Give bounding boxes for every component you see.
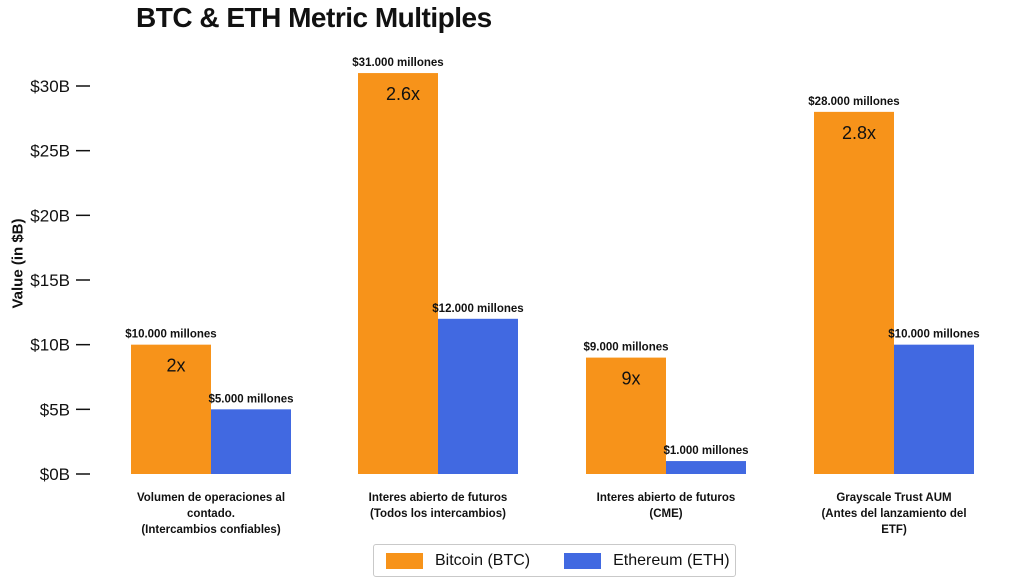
data-label-btc: $31.000 millones [352,57,443,69]
data-label-eth: $12.000 millones [432,303,523,315]
multiple-label: 2.8x [842,123,876,143]
x-category-label-line: (CME) [649,508,683,520]
legend-item-btc: Bitcoin (BTC) [386,552,530,570]
x-category-label-line: Interes abierto de futuros [596,492,736,504]
x-category-label-line: Volumen de operaciones al [136,492,286,504]
data-label-eth: $1.000 millones [663,445,748,457]
x-category-label-line: Grayscale Trust AUM [836,492,952,504]
x-category-label: Volumen de operaciones al contado. (Interc… [111,490,311,538]
data-label-eth: $5.000 millones [208,393,293,405]
x-category-label-line: (Intercambios confiables) [141,524,281,536]
x-category-label: Interes abierto de futuros (Todos los int… [338,490,538,522]
y-tick-label: $25B [30,142,70,161]
data-label-btc: $10.000 millones [125,329,216,341]
legend-label-eth: Ethereum (ETH) [613,551,730,569]
legend-item-eth: Ethereum (ETH) [564,551,730,570]
bar-btc [586,357,666,474]
y-tick-label: $30B [30,77,70,96]
x-category-label: Grayscale Trust AUM (Antes del lanzamient… [794,490,994,538]
x-category-label-line: contado. [187,508,235,520]
multiple-label: 9x [621,369,640,389]
bar-btc [358,73,438,475]
x-category-label: Interes abierto de futuros (CME) [566,490,766,522]
x-category-label-line: (Antes del lanzamiento del [821,508,967,520]
y-tick-label: $15B [30,271,70,290]
multiple-label: 2.6x [386,84,420,104]
y-tick-label: $10B [30,336,70,355]
y-tick-label: $20B [30,206,70,225]
bar-eth [211,409,291,474]
y-tick-label: $0B [40,465,70,484]
legend-swatch-btc [386,552,423,569]
chart-title: BTC & ETH Metric Multiples [136,2,492,33]
multiple-label: 2x [166,356,185,376]
legend: Bitcoin (BTC) Ethereum (ETH) [373,544,736,577]
data-label-eth: $10.000 millones [888,329,979,341]
data-label-btc: $9.000 millones [583,342,668,354]
legend-swatch-eth [564,552,602,569]
bar-eth [438,318,518,474]
x-category-label-line: ETF) [881,524,907,536]
bar-btc [814,111,894,474]
bar-btc [131,344,211,474]
x-category-label-line: (Todos los intercambios) [370,508,506,520]
bar-eth [666,461,746,474]
legend-label-btc: Bitcoin (BTC) [435,551,531,569]
data-label-btc: $28.000 millones [808,96,899,108]
x-category-label-line: Interes abierto de futuros [368,492,508,504]
bar-eth [894,344,974,474]
y-tick-label: $5B [40,400,70,419]
